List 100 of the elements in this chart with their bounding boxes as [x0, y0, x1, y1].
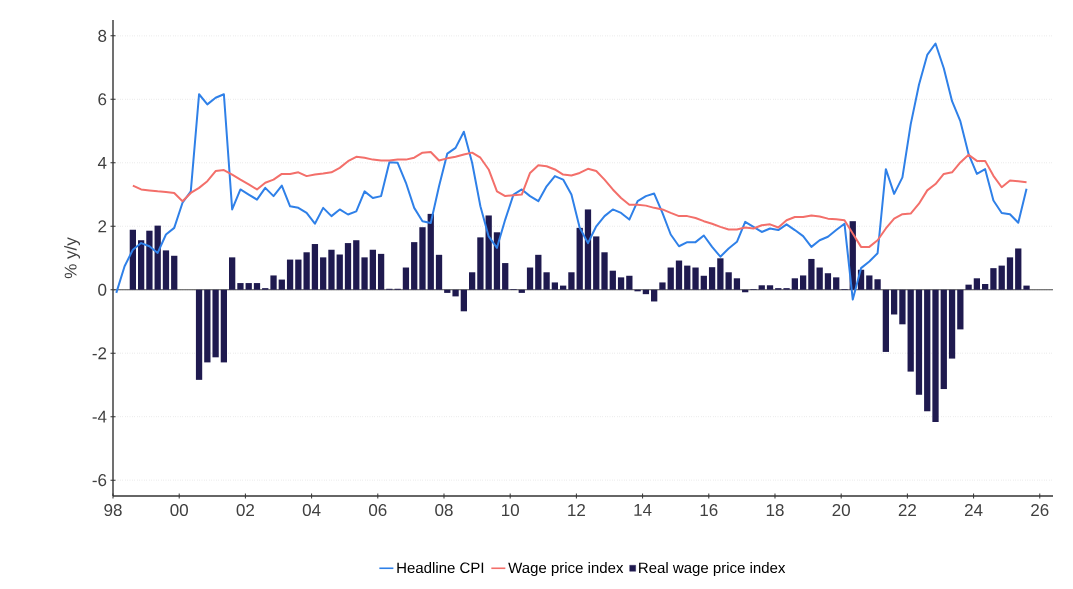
bar — [502, 263, 509, 290]
bar — [890, 289, 898, 315]
bar — [700, 275, 707, 290]
bar — [957, 289, 964, 330]
bar — [560, 285, 567, 290]
bar — [245, 283, 252, 290]
bar — [336, 254, 343, 290]
bar — [535, 254, 542, 290]
bar — [286, 259, 294, 290]
bar — [311, 244, 319, 290]
x-tick-label: 12 — [568, 504, 585, 516]
bar — [361, 257, 368, 290]
y-tick-label: -2 — [92, 347, 107, 360]
bar — [584, 209, 592, 290]
bar — [758, 285, 765, 290]
x-tick-label: 18 — [766, 504, 784, 517]
y-tick-label: 4 — [97, 156, 107, 169]
bar — [435, 254, 443, 290]
bar — [990, 268, 997, 290]
bar — [617, 277, 625, 290]
bar — [882, 289, 890, 352]
bar — [684, 265, 691, 290]
bar — [568, 272, 575, 290]
bar — [477, 237, 484, 290]
bar — [932, 289, 939, 423]
bar — [427, 213, 434, 290]
legend-label: Real wage price index — [639, 562, 786, 577]
bar — [973, 278, 981, 290]
x-tick-label: 26 — [1031, 504, 1049, 517]
bar — [626, 275, 633, 290]
x-tick-label: 00 — [170, 504, 188, 517]
bar — [137, 240, 145, 290]
bar — [212, 289, 219, 358]
bar — [948, 289, 956, 359]
bar — [675, 260, 683, 290]
y-tick-label: 0 — [98, 283, 107, 296]
bar — [320, 257, 327, 290]
bar — [659, 282, 666, 290]
bar — [237, 283, 244, 290]
x-tick-label: 14 — [634, 504, 652, 516]
bar — [162, 250, 170, 290]
bar — [485, 215, 492, 290]
bar — [708, 267, 716, 290]
bar — [146, 230, 153, 290]
bar — [229, 257, 236, 290]
bar — [725, 272, 732, 290]
bar — [601, 252, 608, 290]
bar — [154, 225, 161, 290]
bar — [551, 282, 559, 290]
x-tick-label: 20 — [832, 504, 850, 517]
x-tick-label: 08 — [435, 504, 453, 517]
bar — [866, 275, 873, 290]
bar — [452, 289, 459, 297]
bar — [766, 285, 774, 290]
bar — [998, 265, 1005, 290]
bar — [609, 270, 616, 290]
x-tick-label: 02 — [236, 504, 254, 517]
bar — [369, 249, 376, 290]
x-tick-label: 04 — [302, 504, 321, 517]
bar — [791, 278, 798, 290]
bar — [733, 278, 741, 290]
bar — [1015, 248, 1022, 290]
legend-label: Headline CPI — [397, 562, 484, 574]
y-tick-label: 2 — [98, 220, 107, 233]
bar — [816, 267, 823, 290]
bar — [344, 243, 352, 290]
bar — [204, 289, 211, 363]
bar — [402, 267, 410, 290]
bar — [799, 275, 807, 290]
y-tick-label: -6 — [92, 474, 107, 487]
bar — [1006, 257, 1014, 290]
bar — [377, 253, 385, 290]
bar — [419, 227, 426, 290]
x-tick-label: 06 — [369, 504, 387, 517]
x-tick-label: 22 — [898, 504, 916, 516]
x-tick-label: 24 — [964, 504, 983, 516]
y-tick-label: 8 — [98, 29, 107, 42]
bar — [965, 284, 972, 290]
bar — [195, 289, 203, 380]
bar — [915, 289, 923, 395]
bar — [468, 272, 476, 290]
bar — [692, 267, 699, 290]
bar — [253, 283, 261, 290]
bar — [717, 258, 724, 290]
legend-label: Wage price index — [508, 562, 624, 577]
x-tick-label: 98 — [104, 504, 122, 517]
bar — [808, 258, 815, 290]
bar — [460, 289, 467, 312]
bar — [353, 240, 360, 290]
bar — [543, 272, 550, 290]
bar — [171, 255, 178, 290]
line-series — [131, 151, 1028, 248]
bar — [270, 275, 277, 290]
y-axis-title: % y/y — [64, 237, 80, 279]
bar — [444, 289, 451, 293]
x-tick-label: 10 — [502, 504, 519, 517]
bar — [220, 289, 228, 363]
bar — [874, 279, 881, 290]
bar — [667, 267, 674, 290]
bar — [833, 277, 840, 290]
